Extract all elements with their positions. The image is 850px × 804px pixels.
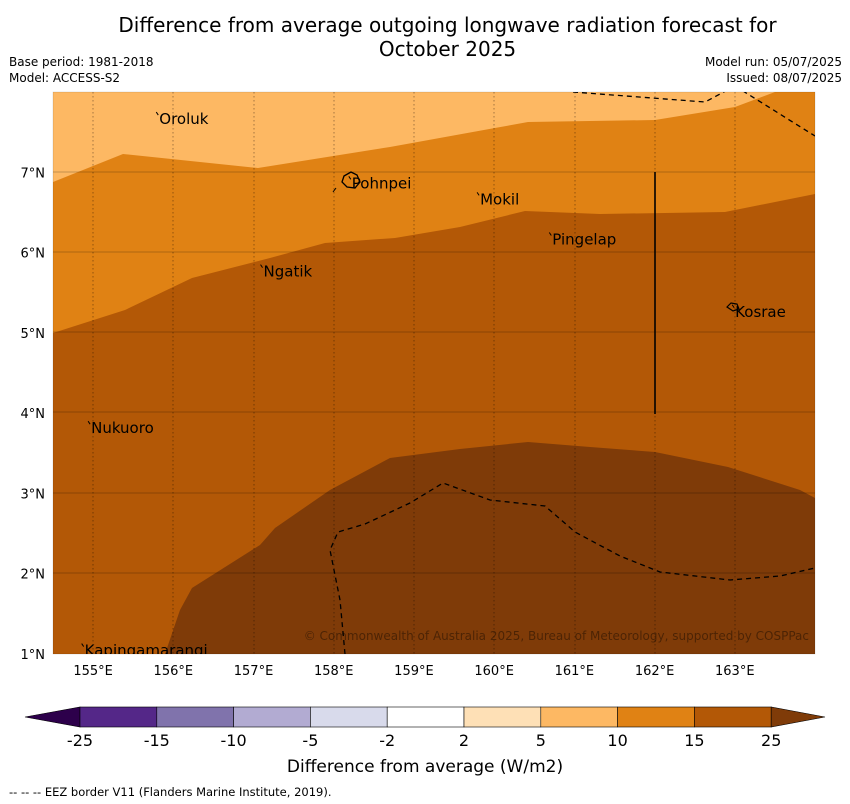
place-marker: [731, 304, 735, 309]
colorbar-tick-label: -10: [221, 731, 247, 750]
zone-over-25: [165, 442, 815, 654]
colorbar-segment: [463, 706, 542, 728]
lon-tick-label: 156°E: [154, 664, 194, 679]
place-marker: [476, 192, 480, 196]
base-period: Base period: 1981-2018: [9, 55, 154, 69]
issued-date: Issued: 08/07/2025: [726, 71, 842, 85]
lon-tick-label: 157°E: [234, 664, 274, 679]
place-marker: [81, 643, 85, 647]
colorbar-tick-label: 25: [761, 731, 781, 750]
latitude-lines: [53, 171, 815, 574]
colorbar-tick-label: -5: [302, 731, 318, 750]
colorbar-tick-label: -2: [379, 731, 395, 750]
lon-tick-label: 160°E: [474, 664, 514, 679]
model-name: Model: ACCESS-S2: [9, 71, 121, 85]
colorbar-segment: [540, 706, 618, 728]
colorbar-under-arrow: [24, 706, 81, 728]
lon-tick-label: 158°E: [314, 664, 354, 679]
place-marker: [260, 264, 263, 268]
lat-tick-label: 2°N: [21, 568, 46, 583]
colorbar-segment: [79, 706, 158, 728]
place-marker: [548, 232, 552, 236]
lat-tick-label: 7°N: [21, 166, 46, 181]
lon-tick-label: 159°E: [394, 664, 434, 679]
meta-right: Model run: 05/07/2025 Issued: 08/07/2025: [705, 54, 842, 86]
title-line-2: October 2025: [378, 37, 517, 61]
map-title: Difference from average outgoing longwav…: [0, 13, 850, 61]
lat-tick-label: 3°N: [21, 487, 46, 502]
graticule: [92, 92, 736, 654]
colorbar-segment: [233, 706, 311, 728]
place-marker: [87, 420, 91, 425]
model-run: Model run: 05/07/2025: [704, 55, 842, 69]
pohnpei-islet: [332, 187, 337, 193]
copyright-text: © Commonwealth of Australia 2025, Bureau…: [304, 629, 809, 643]
place-label-ngatik: Ngatik: [264, 263, 313, 281]
longitude-tick-labels: 155°E 156°E 157°E 158°E 159°E 160°E 161°E 162°E…: [73, 664, 754, 679]
lon-tick-label: 161°E: [555, 664, 595, 679]
place-label-pohnpei: Pohnpei: [352, 174, 412, 192]
map-area: Oroluk Pohnpei Mokil Pingelap Ngatik Kosrae Nu…: [53, 92, 815, 660]
title-line-1: Difference from average outgoing longwav…: [118, 13, 777, 37]
lon-tick-label: 162°E: [635, 664, 675, 679]
colorbar-segment: [156, 706, 234, 728]
colorbar-label: Difference from average (W/m2): [287, 757, 563, 777]
place-labels: Oroluk Pohnpei Mokil Pingelap Ngatik Kosrae Nu…: [81, 110, 786, 660]
lon-tick-label: 163°E: [715, 664, 755, 679]
colorbar: -25 -15 -10 -5 -2 2 5 10 15 25: [24, 706, 826, 750]
colorbar-tick-label: 10: [607, 731, 627, 750]
lon-tick-label: 155°E: [73, 664, 113, 679]
kosrae-island-outline: [726, 302, 740, 312]
place-label-nukuoro: Nukuoro: [91, 419, 154, 437]
place-label-kapingamarangi: Kapingamarangi: [85, 642, 208, 660]
colorbar-tick-label: 15: [684, 731, 704, 750]
place-label-kosrae: Kosrae: [735, 303, 786, 321]
colorbar-segment: [386, 706, 465, 728]
colorbar-segment: [694, 706, 772, 728]
place-label-mokil: Mokil: [480, 190, 519, 208]
colorbar-over-arrow: [770, 706, 826, 728]
colorbar-tick-label: 2: [459, 731, 469, 750]
map-frame: [52, 91, 816, 655]
colorbar-segment: [310, 706, 388, 728]
pohnpei-island-outline: [341, 171, 361, 189]
meta-left: Base period: 1981-2018 Model: ACCESS-S2: [9, 54, 154, 86]
lat-tick-label: 1°N: [21, 648, 46, 663]
place-label-pingelap: Pingelap: [552, 231, 616, 249]
place-marker: [348, 176, 352, 180]
colorbar-tick-label: -25: [67, 731, 93, 750]
lat-tick-label: 6°N: [21, 247, 46, 262]
colorbar-tick-label: 5: [536, 731, 546, 750]
eez-footnote: -- -- -- EEZ border V11 (Flanders Marine…: [9, 785, 332, 799]
colorbar-segment: [617, 706, 695, 728]
latitude-tick-labels: 1°N 2°N 3°N 4°N 5°N 6°N 7°N: [21, 166, 46, 663]
place-marker: [155, 111, 159, 116]
lat-tick-label: 5°N: [21, 327, 46, 342]
place-label-oroluk: Oroluk: [159, 110, 208, 128]
colorbar-tick-label: -15: [144, 731, 170, 750]
eez-borders: [329, 92, 815, 654]
lat-tick-label: 4°N: [21, 407, 46, 422]
